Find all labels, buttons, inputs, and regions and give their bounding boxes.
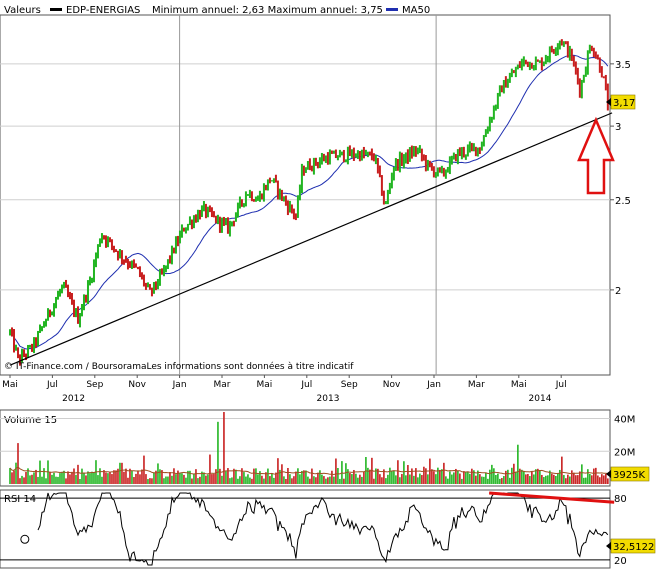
price-tick-label: 3 [615, 122, 621, 133]
volume-tick-label: 40M [614, 415, 635, 426]
rsi-tick-label: 80 [614, 494, 627, 505]
price-panel-frame [0, 14, 611, 376]
x-month-label: Mar [468, 380, 485, 390]
symbol-legend-swatch [50, 8, 62, 11]
support-trendline [9, 112, 613, 366]
volume-title: Volume 15 [4, 415, 57, 426]
price-tick-label: 2 [615, 286, 621, 297]
x-month-label: Nov [383, 380, 401, 390]
x-month-label: Jul [46, 380, 58, 390]
ma50-legend-swatch [386, 8, 398, 11]
up-arrow-icon [577, 116, 615, 195]
x-year-label: 2012 [62, 394, 85, 404]
series-label: Valeurs [4, 5, 41, 16]
volume-last-pointer-icon [606, 470, 611, 478]
x-month-label: Jan [172, 380, 187, 390]
price-bars-layer [9, 39, 609, 366]
price-panel: 2 2.5 3 3.5 3,17 [0, 14, 636, 568]
rsi-divergence-layer [489, 491, 615, 504]
x-month-label: Nov [128, 380, 146, 390]
volume-gridlines [0, 418, 610, 452]
last-price-label: 3,17 [613, 98, 635, 109]
volume-average-line [9, 466, 608, 476]
chart-header: Valeurs EDP-ENERGIAS Minimum annuel: 2,6… [4, 5, 430, 16]
last-price-pointer-icon [606, 98, 611, 106]
x-month-label: Jul [555, 380, 567, 390]
trendline-layer [9, 112, 613, 366]
x-month-label: Mai [2, 380, 18, 390]
x-month-label: Jan [426, 380, 441, 390]
x-month-label: Jul [300, 380, 312, 390]
volume-panel: Volume 15 20M 40M 3925K [0, 409, 650, 487]
rsi-line-layer [20, 492, 609, 566]
x-year-label: 2014 [529, 394, 552, 404]
annual-range-label: Minimum annuel: 2,63 Maximum annuel: 3,7… [152, 5, 383, 16]
rsi-last-pointer-icon [606, 542, 611, 550]
x-year-label: 2013 [317, 394, 340, 404]
x-month-label: Mai [257, 380, 273, 390]
rsi-start-marker [20, 534, 30, 544]
rsi-tick-label: 20 [614, 556, 627, 567]
source-footer: © IT-Finance.com / BoursoramaLes informa… [4, 361, 354, 372]
x-month-label: Mai [511, 380, 527, 390]
ma50-layer [9, 54, 609, 350]
ma50-line [9, 54, 609, 350]
volume-bars-layer [9, 412, 609, 484]
rsi-gridlines [0, 497, 610, 561]
rsi-line [37, 492, 609, 566]
x-axis: Mai Jul Sep Nov Jan Mar Mai Jul Sep Nov Jan Mar Mai J… [2, 375, 567, 404]
x-month-label: Sep [86, 380, 103, 390]
annotation-layer [577, 116, 615, 195]
rsi-panel-frame [0, 489, 611, 569]
volume-last-label: 3925K [613, 470, 645, 481]
volume-y-axis: 20M 40M [614, 415, 635, 459]
rsi-divergence-line [489, 491, 615, 504]
ma50-legend-label: MA50 [402, 5, 430, 16]
rsi-title: RSI 14 [4, 494, 36, 505]
symbol-label: EDP-ENERGIAS [66, 5, 140, 16]
rsi-last-label: 32,5122 [613, 542, 654, 553]
x-month-label: Mar [214, 380, 231, 390]
price-tick-label: 3.5 [615, 60, 631, 71]
price-tick-label: 2.5 [615, 196, 631, 207]
price-y-axis: 2 2.5 3 3.5 [610, 60, 631, 297]
volume-tick-label: 20M [614, 447, 635, 458]
x-month-label: Sep [341, 380, 358, 390]
